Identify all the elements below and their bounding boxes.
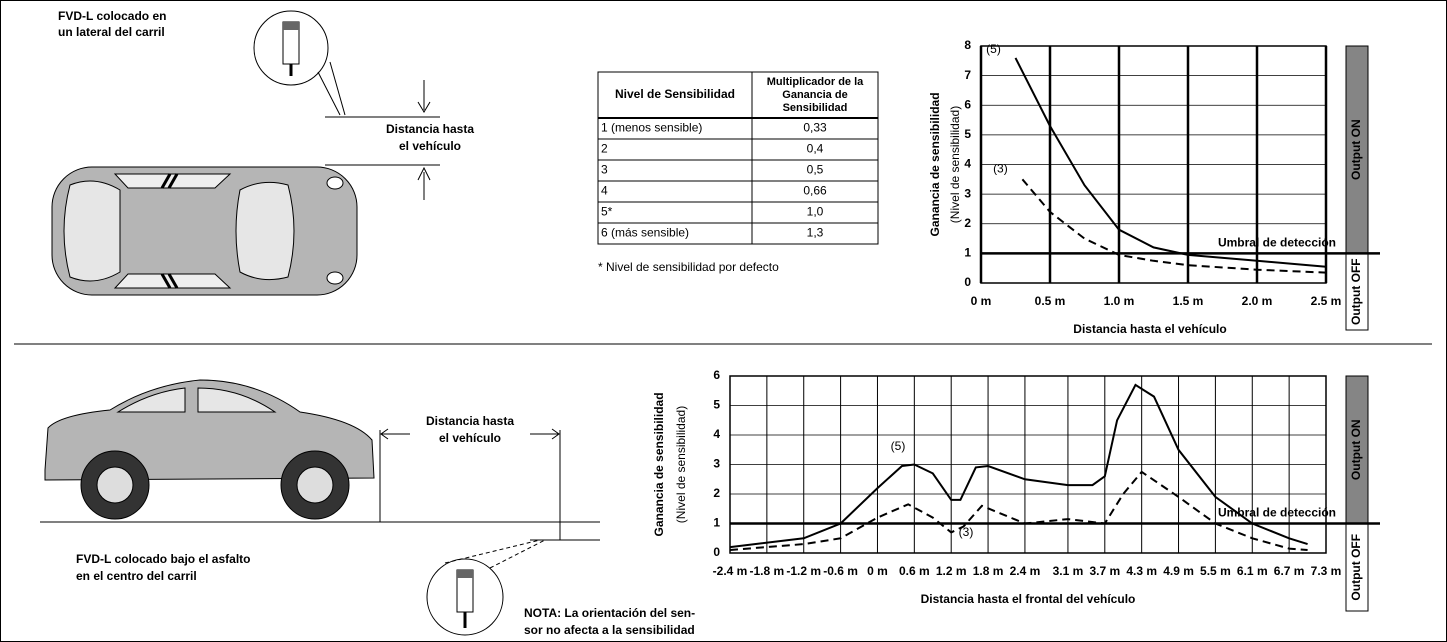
table-cell: 2	[601, 142, 608, 156]
diagram: FVD-L colocado en un lateral del carril …	[0, 0, 1447, 642]
series-label: (5)	[891, 439, 906, 453]
table-cell: 4	[601, 184, 608, 198]
x-tick-label: 7.3 m	[1311, 564, 1342, 578]
y-tick-label: 1	[713, 516, 720, 530]
table-cell: 1,3	[807, 226, 824, 240]
series-label: (5)	[986, 42, 1001, 56]
distance-label: el vehículo	[399, 139, 461, 153]
y-axis-subtitle: (Nivel de sensibilidad)	[674, 406, 688, 523]
caption: en el centro del carril	[76, 569, 197, 583]
x-tick-label: 2.4 m	[1010, 564, 1041, 578]
series-label: (3)	[993, 161, 1008, 175]
table-header: Multiplicador de la Ganancia de Sensibil…	[754, 74, 876, 115]
table-cell: 0,33	[803, 121, 827, 135]
table-cell: 1 (menos sensible)	[601, 121, 702, 135]
y-tick-label: 3	[964, 186, 971, 200]
y-tick-label: 1	[964, 246, 971, 260]
distance-label: el vehículo	[439, 431, 501, 445]
x-tick-label: 4.9 m	[1163, 564, 1194, 578]
table-cell: 0,4	[807, 142, 824, 156]
table-cell: 5*	[601, 205, 613, 219]
x-tick-label: -1.8 m	[750, 564, 785, 578]
output-off-label: Output OFF	[1349, 534, 1363, 601]
y-axis-title: Ganancia de sensibilidad	[652, 392, 666, 536]
y-tick-label: 5	[964, 127, 971, 141]
y-tick-label: 6	[713, 368, 720, 382]
page: FVD-L colocado en un lateral del carril …	[0, 0, 1447, 642]
caption: FVD-L colocado bajo el asfalto	[76, 552, 250, 566]
table-header: Nivel de Sensibilidad	[615, 87, 735, 101]
x-tick-label: 1.2 m	[936, 564, 967, 578]
x-tick-label: 2.5 m	[1311, 294, 1342, 308]
output-on-label: Output ON	[1349, 419, 1363, 480]
distance-label: Distancia hasta	[426, 414, 514, 428]
caption: FVD-L colocado en	[58, 9, 166, 23]
y-tick-label: 2	[964, 216, 971, 230]
x-axis-title: Distancia hasta el vehículo	[1073, 322, 1226, 336]
distance-label: Distancia hasta	[386, 122, 474, 136]
x-tick-label: 6.1 m	[1237, 564, 1268, 578]
x-tick-label: 2.0 m	[1242, 294, 1273, 308]
caption: un lateral del carril	[58, 25, 165, 39]
x-tick-label: 6.7 m	[1274, 564, 1305, 578]
y-axis-subtitle: (Nivel de sensibilidad)	[948, 106, 962, 223]
table-cell: 0,5	[807, 163, 824, 177]
y-tick-label: 7	[964, 68, 971, 82]
x-tick-label: -2.4 m	[713, 564, 748, 578]
table-footnote: * Nivel de sensibilidad por defecto	[598, 260, 779, 274]
y-axis-title: Ganancia de sensibilidad	[928, 92, 942, 236]
output-off-label: Output OFF	[1349, 258, 1363, 325]
x-tick-label: 5.5 m	[1200, 564, 1231, 578]
y-tick-label: 0	[964, 275, 971, 289]
y-tick-label: 5	[713, 398, 720, 412]
x-tick-label: 0 m	[867, 564, 888, 578]
output-on-label: Output ON	[1349, 119, 1363, 180]
y-tick-label: 3	[713, 457, 720, 471]
y-tick-label: 2	[713, 486, 720, 500]
note: NOTA: La orientación del sen-	[524, 606, 695, 620]
table-cell: 1,0	[807, 205, 824, 219]
series-label: (3)	[959, 525, 974, 539]
table-cell: 6 (más sensible)	[601, 226, 689, 240]
y-tick-label: 0	[713, 545, 720, 559]
table-header-box: Multiplicador de la Ganancia de Sensibil…	[754, 74, 876, 118]
threshold-label: Umbral de detección	[1218, 236, 1336, 250]
x-tick-label: 3.1 m	[1053, 564, 1084, 578]
x-tick-label: 0.5 m	[1035, 294, 1066, 308]
x-tick-label: 0 m	[971, 294, 992, 308]
table-cell: 0,66	[803, 184, 827, 198]
y-tick-label: 4	[964, 157, 971, 171]
x-tick-label: -0.6 m	[823, 564, 858, 578]
x-tick-label: -1.2 m	[786, 564, 821, 578]
x-tick-label: 0.6 m	[899, 564, 930, 578]
y-tick-label: 4	[713, 427, 720, 441]
x-axis-title: Distancia hasta el frontal del vehículo	[921, 592, 1136, 606]
x-tick-label: 4.3 m	[1126, 564, 1157, 578]
note: sor no afecta a la sensibilidad	[524, 623, 695, 637]
x-tick-label: 1.8 m	[973, 564, 1004, 578]
x-tick-label: 1.5 m	[1173, 294, 1204, 308]
y-tick-label: 6	[964, 97, 971, 111]
table-cell: 3	[601, 163, 608, 177]
x-tick-label: 1.0 m	[1104, 294, 1135, 308]
y-tick-label: 8	[964, 38, 971, 52]
car-top-view	[52, 167, 357, 295]
x-tick-label: 3.7 m	[1089, 564, 1120, 578]
